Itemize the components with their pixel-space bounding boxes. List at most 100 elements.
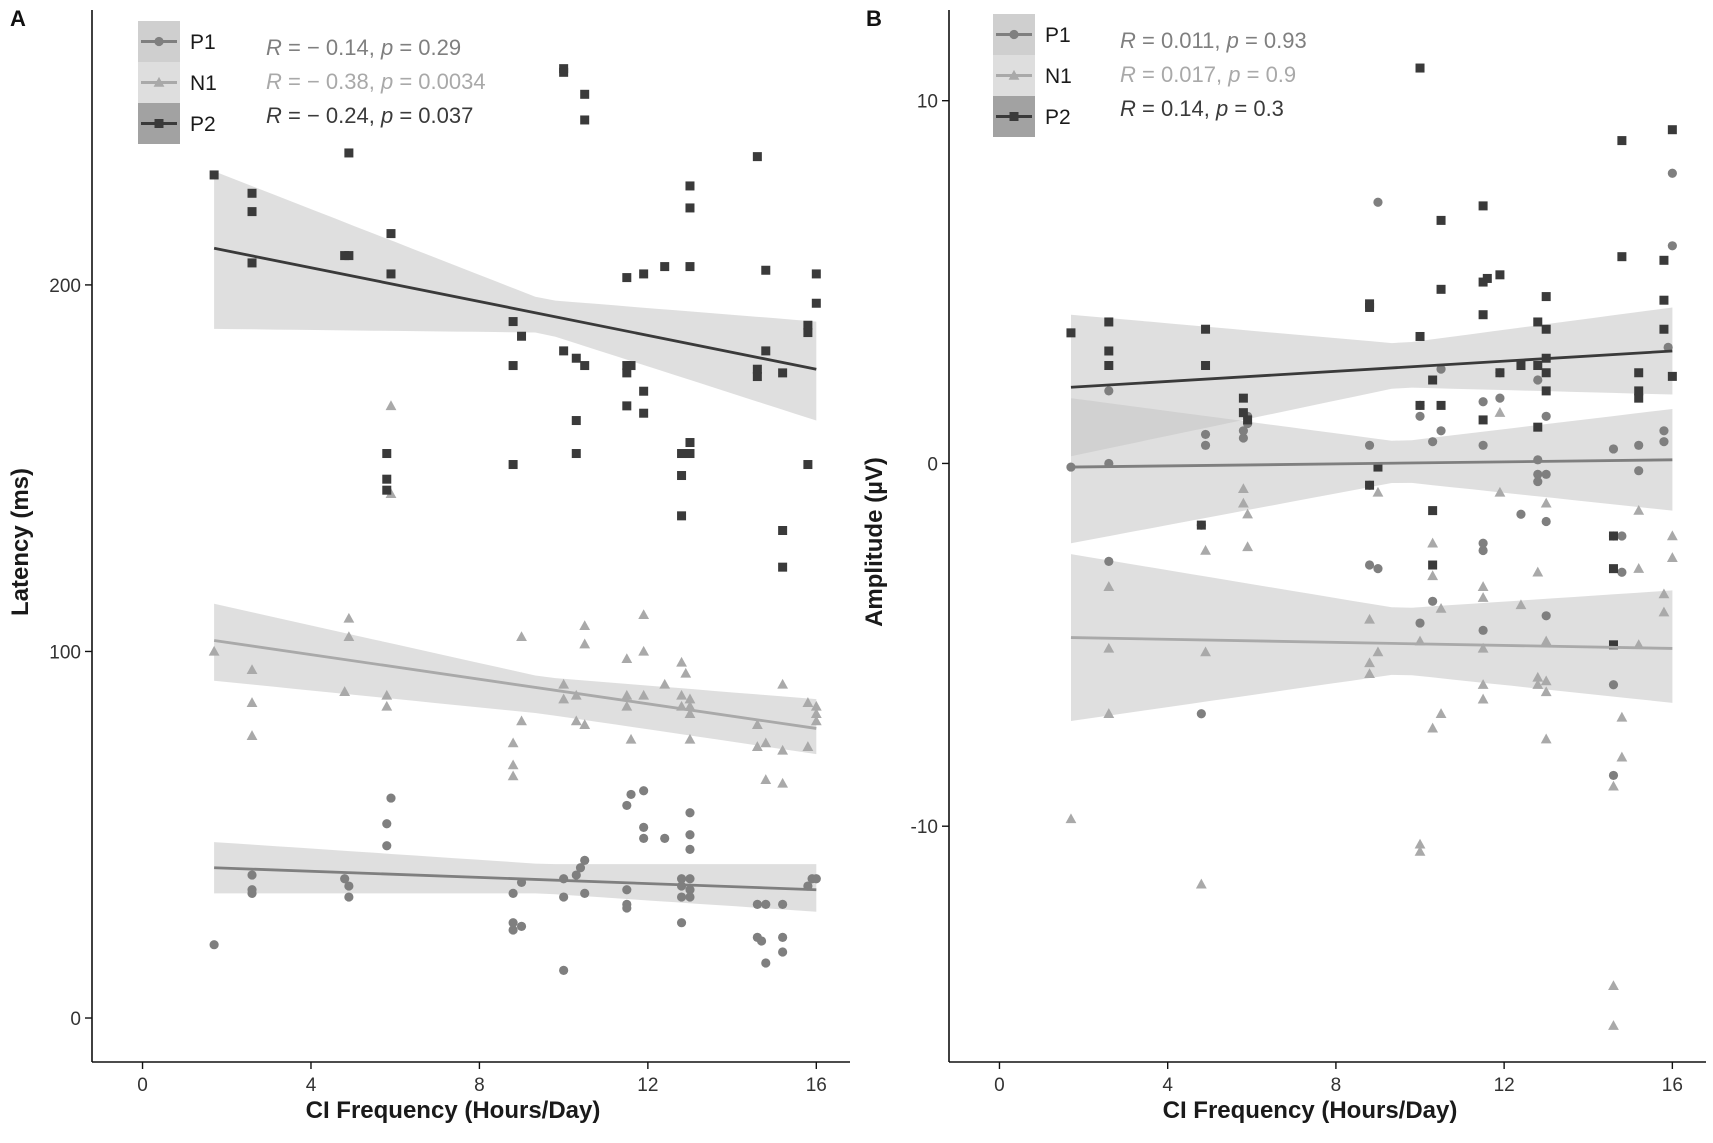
data-point-p2 [1415,63,1425,73]
data-point-p1 [811,874,821,884]
data-point-p1 [685,874,695,884]
data-point-p2 [1428,506,1438,516]
data-point-p2 [622,401,632,411]
legend-label-p2: P2 [1045,106,1071,129]
data-point-p2 [778,562,788,572]
data-point-p1 [1436,426,1446,436]
data-point-p2 [344,148,354,158]
data-point-p2 [1634,368,1644,378]
data-point-p1 [1533,469,1543,479]
data-point-p1 [1200,440,1211,450]
data-point-p1 [508,918,518,928]
data-point-n1 [1477,693,1489,704]
data-point-p1 [676,892,687,902]
data-point-p2 [1365,299,1375,309]
data-point-n1 [516,631,527,642]
x-tick-label: 0 [137,1075,148,1096]
data-point-p2 [1428,560,1438,570]
x-tick-label: 8 [474,1075,485,1096]
data-point-p1 [1541,469,1551,479]
data-point-p2 [1634,393,1644,403]
data-point-n1 [1065,813,1077,824]
data-point-p1 [344,881,354,891]
data-point-p2 [622,368,632,378]
data-point-n1 [1658,588,1670,599]
data-point-p2 [1243,415,1253,425]
data-point-p2 [1659,295,1669,305]
data-point-p2 [1201,324,1211,334]
data-point-p1 [660,833,670,844]
x-tick-label: 8 [1331,1075,1342,1096]
data-point-p2 [1478,310,1488,320]
stat-p2: R = 0.14, p = 0.3 [1120,96,1284,121]
regression-line-p1 [1070,458,1673,469]
data-point-p1 [247,888,257,898]
data-point-n1 [208,645,220,656]
data-point-p1 [1533,375,1543,385]
data-point-p1 [1373,197,1383,207]
data-point-n1 [1540,733,1552,744]
data-point-p1 [1659,426,1669,436]
data-point-p1 [761,899,771,909]
data-point-n1 [1633,505,1645,515]
legend-label-p2: P2 [190,113,216,136]
data-point-n1 [1237,497,1249,508]
data-point-p1 [1478,440,1488,450]
data-point-n1 [579,638,591,649]
data-point-p1 [761,958,771,968]
data-point-n1 [1414,846,1426,856]
data-point-n1 [1237,483,1249,494]
data-point-p2 [508,317,518,327]
data-point-n1 [570,715,582,726]
data-point-p1 [685,830,695,840]
data-point-p2 [517,331,527,341]
data-point-n1 [1242,508,1253,519]
data-point-n1 [777,744,789,755]
data-point-n1 [507,770,519,781]
data-point-p2 [1066,328,1076,338]
data-point-p1 [1634,466,1644,476]
data-point-n1 [339,686,351,696]
data-point-n1 [621,653,633,663]
data-point-p2 [761,265,771,275]
data-point-p1 [382,841,392,851]
data-point-p1 [1533,455,1543,465]
data-point-p1 [622,903,632,913]
data-point-p1 [778,899,788,909]
data-point-p2 [1373,462,1383,472]
data-point-n1 [1414,838,1426,849]
data-point-p2 [1634,386,1644,396]
data-point-p2 [508,361,518,371]
data-point-p1 [676,874,687,884]
y-axis-title: Latency (ms) [7,468,34,616]
data-point-n1 [579,620,591,631]
legend-marker-p2 [154,119,164,128]
data-point-p1 [1667,168,1677,178]
panel-a: A 0 4 8 12 16 0 100 200 P1 N1 P2 R = − 0.14, p = … [7,6,850,1124]
data-point-p1 [1659,437,1669,447]
data-point-p1 [1541,611,1551,621]
data-point-p2 [1104,317,1114,327]
data-point-n1 [1540,497,1552,508]
data-point-n1 [558,678,570,689]
data-point-p2 [382,474,392,484]
data-point-p1 [685,844,695,855]
data-point-p1 [247,870,257,880]
data-point-n1 [1427,570,1439,581]
data-point-p1 [1541,411,1551,421]
x-tick-label: 16 [806,1075,827,1096]
data-point-p2 [1104,361,1114,371]
data-point-n1 [1515,599,1527,610]
data-point-n1 [1103,642,1115,653]
data-point-n1 [1608,1020,1619,1030]
data-point-p1 [676,918,687,928]
data-point-n1 [1242,541,1253,552]
data-point-p2 [571,449,581,459]
data-point-n1 [1666,552,1678,562]
confidence-band-n1 [214,603,817,755]
data-point-p2 [1608,531,1618,541]
data-point-p2 [752,372,762,382]
data-point-p1 [622,885,632,895]
data-point-n1 [246,697,258,707]
